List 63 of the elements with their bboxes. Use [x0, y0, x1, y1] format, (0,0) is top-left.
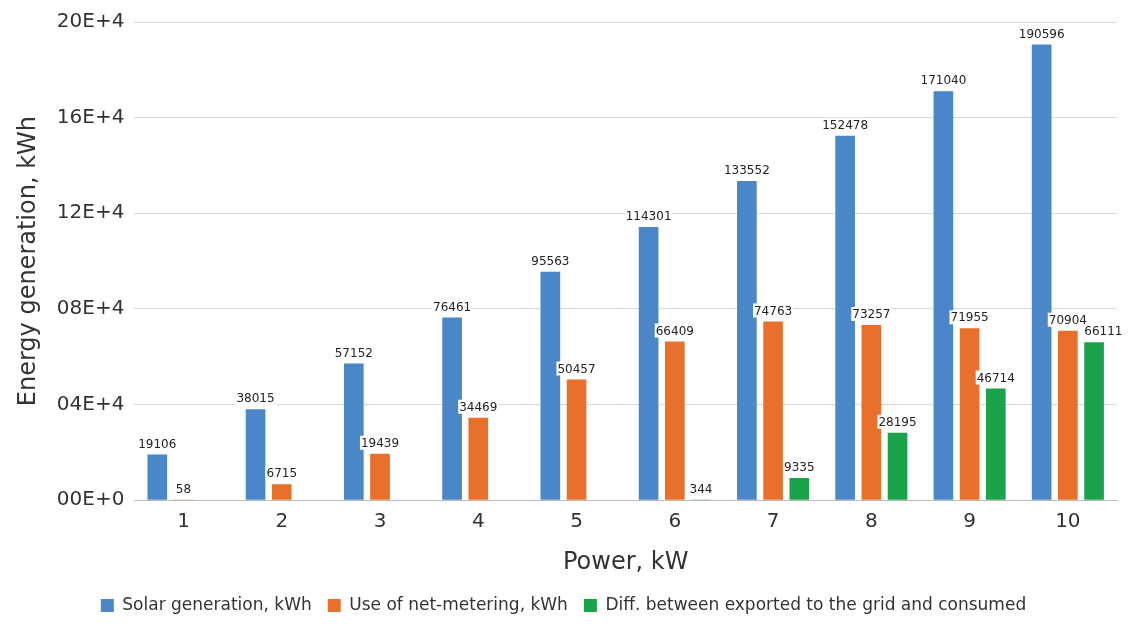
y-tick-label: 04E+4 — [56, 390, 125, 415]
data-label: 95563 — [531, 253, 570, 268]
bar — [468, 417, 489, 500]
bar — [245, 409, 266, 500]
data-label: 70904 — [1048, 312, 1087, 327]
bar — [271, 484, 292, 500]
bar — [370, 453, 390, 500]
data-label: 19106 — [138, 436, 177, 451]
x-tick-label: 3 — [373, 508, 387, 533]
x-tick-label: 1 — [177, 508, 190, 533]
bar — [344, 363, 364, 500]
data-label: 57152 — [334, 345, 373, 360]
x-tick-label: 10 — [1055, 508, 1081, 533]
x-tick-label: 6 — [668, 508, 682, 533]
bar — [566, 379, 587, 500]
data-label: 9335 — [784, 460, 815, 475]
legend-label: Solar generation, kWh — [122, 593, 312, 614]
y-tick-label: 20E+4 — [56, 8, 125, 33]
data-label: 190596 — [1018, 26, 1065, 41]
bar — [1058, 330, 1078, 500]
data-label: 6715 — [266, 466, 298, 481]
data-label: 66111 — [1084, 324, 1123, 339]
bar — [789, 477, 810, 500]
bar — [835, 135, 855, 500]
bar — [985, 388, 1006, 500]
data-label: 71955 — [950, 310, 989, 325]
bar — [737, 180, 757, 500]
data-label: 58 — [175, 482, 192, 497]
data-label: 133552 — [723, 163, 770, 177]
x-tick-label: 8 — [864, 508, 878, 533]
data-label: 28195 — [878, 414, 917, 429]
data-label: 50457 — [557, 361, 596, 376]
x-tick-label: 2 — [275, 508, 289, 533]
x-axis-title: Power, kW — [562, 546, 689, 575]
bar — [887, 432, 908, 500]
data-label: 19439 — [360, 435, 400, 450]
y-tick-label: 12E+4 — [56, 199, 125, 224]
y-tick-label: 16E+4 — [56, 103, 125, 128]
bar — [664, 341, 685, 500]
data-label: 38015 — [236, 391, 275, 406]
bar — [763, 321, 783, 500]
bar — [442, 317, 462, 500]
y-tick-label: 08E+4 — [56, 295, 125, 320]
x-tick-label: 7 — [766, 508, 780, 533]
y-axis-title: Energy generation, kWh — [12, 115, 41, 407]
data-label: 66409 — [655, 323, 694, 338]
data-label: 74763 — [753, 303, 793, 318]
bar — [1084, 342, 1104, 500]
legend-label: Diff. between exported to the grid and consumed — [605, 593, 1027, 614]
bar — [147, 454, 168, 500]
data-label: 171040 — [920, 73, 967, 88]
data-label: 152478 — [822, 117, 869, 132]
y-tick-label: 00E+0 — [56, 486, 125, 511]
data-label: 114301 — [625, 209, 672, 224]
data-label: 73257 — [852, 307, 891, 322]
data-label: 34469 — [459, 399, 498, 414]
x-tick-label: 4 — [471, 508, 485, 533]
x-tick-label: 9 — [963, 508, 976, 533]
data-label: 344 — [689, 481, 713, 496]
data-label: 46714 — [976, 370, 1015, 385]
x-tick-label: 5 — [570, 508, 583, 533]
data-label: 76461 — [432, 299, 472, 314]
legend-label: Use of net-metering, kWh — [349, 593, 568, 614]
